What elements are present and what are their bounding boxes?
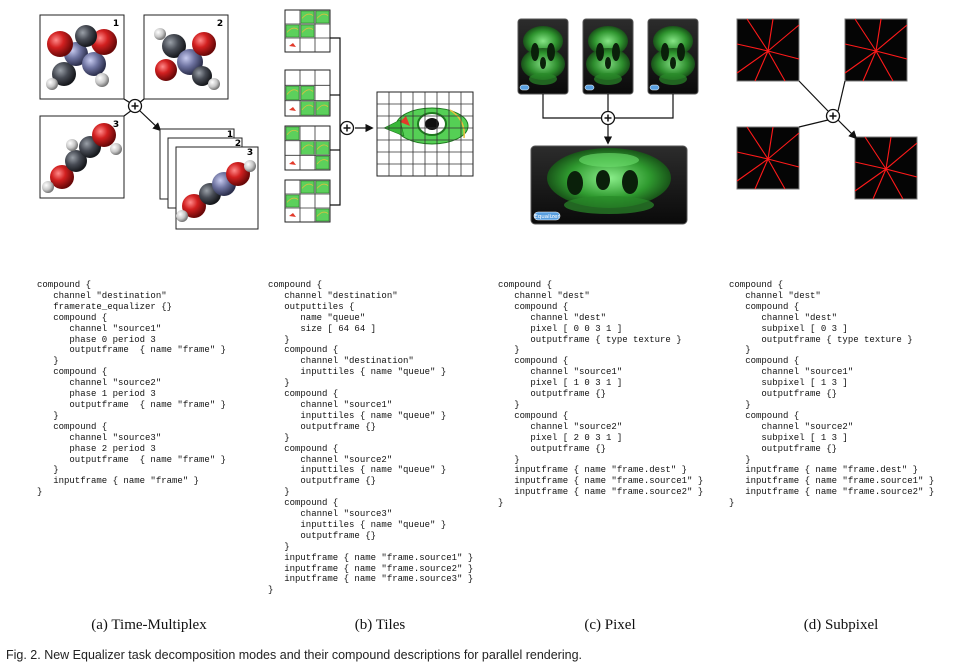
subpixel-result <box>854 136 918 200</box>
subpixel-source-2 <box>844 18 908 82</box>
svg-text:1: 1 <box>227 130 233 140</box>
figure-caption: Fig. 2. New Equalizer task decomposition… <box>6 648 582 662</box>
code-subpixel: compound { channel "dest" compound { cha… <box>729 280 935 509</box>
molecule-tile-3: 3 <box>39 115 125 199</box>
time-multiplex-diagram: 1 2 3 1 2 3 <box>39 14 259 230</box>
tile-number-1: 1 <box>113 19 119 29</box>
molecule-tile-2: 2 <box>143 14 229 100</box>
caption-subpixel: (d) Subpixel <box>803 617 879 633</box>
subpixel-source-3 <box>736 126 800 190</box>
code-time-multiplex: compound { channel "destination" framera… <box>37 280 227 498</box>
compose-operator-icon <box>600 110 616 126</box>
output-frame-stack: 1 2 3 <box>159 128 259 230</box>
caption-pixel: (c) Pixel <box>584 617 636 633</box>
code-tiles: compound { channel "destination" outputt… <box>268 280 474 596</box>
tile-grid-3 <box>284 125 331 171</box>
compose-operator-icon <box>127 98 143 114</box>
compose-operator-icon <box>825 108 841 124</box>
assembled-tile-frame <box>376 91 474 177</box>
tiles-diagram <box>284 9 474 223</box>
svg-text:2: 2 <box>235 139 241 149</box>
tile-grid-1 <box>284 9 331 53</box>
tile-grid-4 <box>284 179 331 223</box>
compose-operator-icon <box>339 120 355 136</box>
code-pixel: compound { channel "dest" compound { cha… <box>498 280 704 509</box>
molecule-tile-1: 1 <box>39 14 125 100</box>
tile-grid-2 <box>284 69 331 117</box>
tile-number-3: 3 <box>113 120 119 130</box>
caption-time-multiplex: (a) Time-Multiplex <box>91 617 207 633</box>
pixel-composited-frame: Equalizer <box>530 145 688 225</box>
pixel-source-thumb-1 <box>517 18 569 95</box>
tile-number-2: 2 <box>217 19 223 29</box>
subpixel-source-1 <box>736 18 800 82</box>
figure-illustrations: 1 2 3 1 2 3 <box>39 9 918 230</box>
equalizer-badge: Equalizer <box>534 214 560 220</box>
svg-text:3: 3 <box>247 148 253 158</box>
subpixel-diagram <box>736 18 918 200</box>
pixel-diagram: Equalizer <box>517 18 699 225</box>
caption-tiles: (b) Tiles <box>354 617 406 633</box>
pixel-source-thumb-2 <box>582 18 634 95</box>
pixel-source-thumb-3 <box>647 18 699 95</box>
